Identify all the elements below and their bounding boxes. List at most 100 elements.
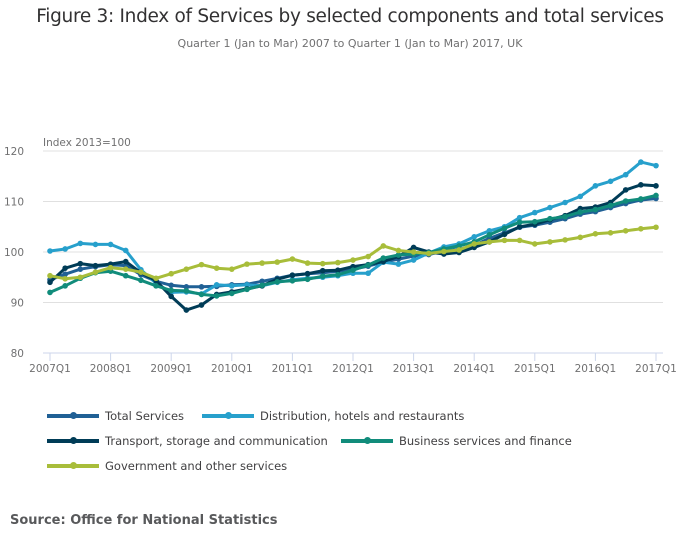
data-point[interactable] — [547, 215, 553, 222]
data-point[interactable] — [486, 227, 493, 234]
data-point[interactable] — [259, 282, 265, 289]
data-point[interactable] — [183, 284, 190, 290]
data-point[interactable] — [92, 269, 99, 276]
data-point[interactable] — [198, 291, 205, 298]
data-point[interactable] — [122, 266, 129, 272]
data-point[interactable] — [107, 241, 114, 248]
data-point[interactable] — [259, 260, 265, 266]
data-point[interactable] — [198, 261, 205, 268]
data-point[interactable] — [183, 307, 190, 313]
data-point[interactable] — [229, 283, 235, 289]
data-point[interactable] — [168, 287, 174, 294]
data-point[interactable] — [622, 171, 629, 178]
data-point[interactable] — [486, 239, 493, 245]
data-point[interactable] — [653, 183, 659, 189]
data-point[interactable] — [441, 248, 447, 255]
data-point[interactable] — [425, 250, 432, 257]
data-point[interactable] — [501, 231, 508, 238]
data-point[interactable] — [622, 227, 629, 234]
data-point[interactable] — [532, 209, 538, 216]
data-point[interactable] — [168, 270, 174, 277]
legend-item-business[interactable]: Business services and finance — [341, 434, 572, 448]
data-point[interactable] — [47, 289, 53, 296]
data-point[interactable] — [274, 278, 281, 285]
data-point[interactable] — [213, 293, 220, 299]
data-point[interactable] — [289, 256, 296, 262]
data-point[interactable] — [77, 274, 84, 281]
data-point[interactable] — [577, 209, 584, 215]
data-point[interactable] — [562, 199, 568, 206]
data-point[interactable] — [638, 196, 644, 202]
data-point[interactable] — [138, 269, 144, 276]
data-point[interactable] — [532, 218, 538, 225]
data-point[interactable] — [395, 261, 402, 267]
data-point[interactable] — [168, 293, 174, 300]
data-point[interactable] — [168, 282, 174, 289]
data-point[interactable] — [183, 266, 190, 272]
data-point[interactable] — [501, 237, 508, 244]
data-point[interactable] — [638, 182, 644, 188]
data-point[interactable] — [92, 241, 99, 248]
data-point[interactable] — [365, 253, 371, 260]
data-point[interactable] — [607, 178, 614, 185]
data-point[interactable] — [92, 262, 99, 269]
data-point[interactable] — [516, 214, 523, 221]
data-point[interactable] — [516, 223, 523, 230]
data-point[interactable] — [107, 264, 114, 271]
data-point[interactable] — [47, 248, 53, 254]
data-point[interactable] — [592, 231, 599, 237]
data-point[interactable] — [122, 247, 129, 254]
data-point[interactable] — [77, 240, 84, 247]
data-point[interactable] — [77, 266, 84, 272]
data-point[interactable] — [516, 219, 523, 226]
data-point[interactable] — [395, 252, 402, 258]
data-point[interactable] — [213, 282, 220, 288]
data-point[interactable] — [335, 259, 341, 266]
data-point[interactable] — [198, 284, 205, 290]
data-point[interactable] — [350, 257, 356, 263]
data-point[interactable] — [304, 276, 311, 283]
data-point[interactable] — [62, 265, 68, 271]
data-point[interactable] — [547, 239, 553, 245]
data-point[interactable] — [622, 187, 629, 193]
data-point[interactable] — [229, 290, 235, 297]
data-point[interactable] — [653, 192, 659, 199]
data-point[interactable] — [335, 271, 341, 278]
data-point[interactable] — [638, 159, 644, 165]
data-point[interactable] — [350, 267, 356, 273]
legend-item-transport[interactable]: Transport, storage and communication — [47, 434, 328, 448]
data-point[interactable] — [410, 244, 417, 251]
data-point[interactable] — [122, 272, 129, 279]
data-point[interactable] — [622, 198, 629, 204]
data-point[interactable] — [244, 282, 250, 288]
data-point[interactable] — [562, 213, 568, 220]
data-point[interactable] — [153, 283, 159, 289]
legend-item-total-services[interactable]: Total Services — [47, 409, 184, 423]
data-point[interactable] — [153, 275, 159, 282]
data-point[interactable] — [365, 262, 371, 268]
data-point[interactable] — [244, 286, 250, 293]
data-point[interactable] — [319, 260, 326, 267]
data-point[interactable] — [289, 277, 296, 284]
data-point[interactable] — [335, 267, 341, 273]
data-point[interactable] — [395, 247, 402, 254]
data-point[interactable] — [274, 259, 281, 265]
data-point[interactable] — [47, 279, 53, 286]
data-point[interactable] — [77, 260, 84, 267]
data-point[interactable] — [319, 267, 326, 274]
data-point[interactable] — [198, 302, 205, 308]
data-point[interactable] — [607, 202, 614, 209]
data-point[interactable] — [471, 241, 478, 247]
data-point[interactable] — [653, 162, 659, 169]
data-point[interactable] — [138, 277, 144, 284]
data-point[interactable] — [229, 266, 235, 272]
data-point[interactable] — [62, 275, 68, 282]
data-point[interactable] — [486, 232, 493, 238]
data-point[interactable] — [47, 272, 53, 279]
data-point[interactable] — [319, 273, 326, 280]
data-point[interactable] — [607, 230, 614, 236]
data-point[interactable] — [501, 225, 508, 232]
data-point[interactable] — [380, 255, 387, 261]
data-point[interactable] — [304, 260, 311, 266]
data-point[interactable] — [122, 258, 129, 265]
